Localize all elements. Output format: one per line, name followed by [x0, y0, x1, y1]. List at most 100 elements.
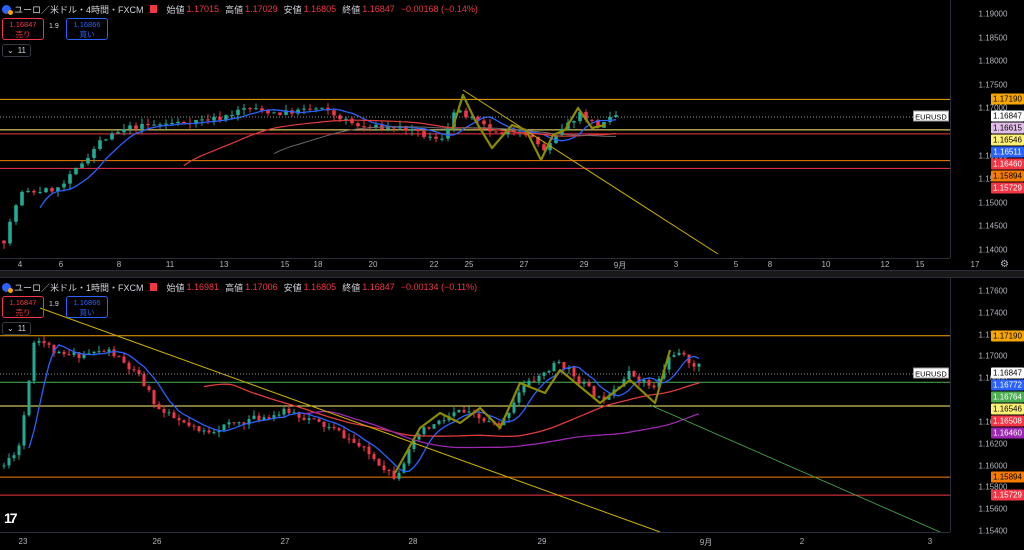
time-tick-label: 3	[673, 260, 679, 269]
time-tick-label: 2	[799, 537, 805, 546]
candle	[412, 439, 416, 449]
price-level-badge[interactable]: 1.16847	[991, 367, 1024, 379]
price-level-badge[interactable]: 1.16847	[991, 110, 1024, 122]
price-level-badge[interactable]: 1.16546	[991, 134, 1024, 146]
price-plot-4h[interactable]	[0, 0, 950, 258]
candle	[342, 430, 346, 439]
time-axis-4h[interactable]: 4 6 8 11 13 15 18 20 22 25 27 29 9月 3 5 8 10 12 15 17	[0, 258, 979, 270]
moving-average-line	[39, 108, 617, 208]
candle	[42, 340, 46, 344]
price-level-badge[interactable]: 1.15729	[991, 489, 1024, 501]
flag-icon[interactable]	[149, 283, 157, 291]
candle	[622, 379, 626, 387]
candle	[312, 418, 316, 420]
close-label: 終値	[342, 4, 361, 15]
candle	[152, 390, 156, 405]
candle	[62, 351, 66, 355]
price-tick-label: 1.15800	[978, 482, 1008, 492]
price-level-badge[interactable]: 1.17190	[991, 93, 1024, 105]
candle	[32, 342, 36, 381]
candle	[552, 363, 556, 372]
candle	[260, 108, 264, 111]
time-tick-label: 29	[579, 260, 589, 269]
candle	[392, 470, 396, 479]
candle	[192, 425, 196, 427]
candle	[92, 351, 96, 354]
flag-icon[interactable]	[149, 5, 157, 13]
price-level-badge[interactable]: 1.15729	[991, 182, 1024, 194]
settings-gear-icon[interactable]: ⚙	[1000, 259, 1009, 270]
candle	[562, 362, 566, 370]
candle	[532, 380, 536, 382]
candle	[530, 135, 534, 137]
sell-price: 1.16847	[9, 20, 37, 29]
pane-divider[interactable]	[0, 270, 1024, 278]
price-axis-4h[interactable]: 1.190001.185001.180001.175001.170001.160…	[913, 0, 1024, 258]
candle	[134, 125, 138, 129]
open-value: 1.17015	[186, 4, 220, 14]
candle	[12, 455, 16, 459]
time-tick-label: 15	[280, 260, 290, 269]
candle	[32, 190, 36, 193]
candle	[50, 188, 54, 192]
tradingview-logo-icon[interactable]: 17	[4, 510, 18, 526]
candle	[27, 380, 31, 416]
chart-pane-1h[interactable]: ユーロ／米ドル・1時間・FXCM 始値 1.16981 高値 1.17006 安値 1…	[0, 278, 1024, 550]
candle	[437, 420, 441, 425]
price-tick-label: 1.16000	[978, 461, 1008, 471]
high-label: 高値	[225, 282, 244, 293]
price-level-badge[interactable]: 1.16764	[991, 391, 1024, 403]
trend-line	[462, 89, 719, 255]
price-level-badge[interactable]: 1.15894	[991, 170, 1024, 182]
low-label: 安値	[283, 282, 302, 293]
candlestick-chart-4h[interactable]	[0, 0, 950, 258]
candlestick-chart-1h[interactable]	[0, 278, 950, 532]
moving-average-line	[273, 126, 616, 155]
candle	[637, 376, 641, 383]
price-level-badge[interactable]: 1.16460	[991, 158, 1024, 170]
candle	[272, 415, 276, 419]
candle	[440, 138, 444, 140]
candle	[547, 371, 551, 373]
price-level-badge[interactable]: 1.16546	[991, 403, 1024, 415]
candle	[457, 409, 461, 413]
candle	[296, 109, 300, 114]
price-level-badge[interactable]: 1.15894	[991, 471, 1024, 483]
price-level-badge[interactable]: 1.16460	[991, 427, 1024, 439]
price-tick-label: 1.18000	[978, 56, 1008, 66]
price-plot-1h[interactable]	[0, 278, 950, 532]
chart-pane-4h[interactable]: ユーロ／米ドル・4時間・FXCM 始値 1.17015 高値 1.17029 安値 1…	[0, 0, 1024, 270]
sell-button[interactable]: 1.16847 売り	[2, 296, 44, 318]
price-level-badge[interactable]: 1.16772	[991, 379, 1024, 391]
sell-button[interactable]: 1.16847 売り	[2, 18, 44, 40]
trend-line	[39, 307, 661, 532]
candle	[252, 415, 256, 420]
legend-title[interactable]: ユーロ／米ドル・4時間・FXCM	[14, 4, 144, 15]
buy-price: 1.16866	[73, 298, 101, 307]
candle	[647, 379, 651, 386]
candle	[287, 408, 291, 414]
candle	[170, 122, 174, 124]
price-axis-1h[interactable]: 1.176001.174001.172001.170001.168001.164…	[913, 278, 1024, 536]
price-level-badge[interactable]: 1.16508	[991, 415, 1024, 427]
chevron-down-icon: ⌄	[7, 46, 14, 55]
buy-button[interactable]: 1.16866 買い	[66, 296, 108, 318]
price-level-badge[interactable]: 1.16511	[991, 146, 1024, 158]
candle	[446, 127, 450, 139]
time-axis-1h[interactable]: 23 26 27 28 29 9月 2 3	[0, 532, 950, 550]
indicators-toggle[interactable]: ⌄ 11	[2, 322, 32, 335]
candle	[422, 131, 426, 138]
price-level-badge[interactable]: 1.16615	[991, 122, 1024, 134]
candle	[462, 409, 466, 413]
buy-button[interactable]: 1.16866 買い	[66, 18, 108, 40]
zigzag-line	[450, 93, 606, 162]
price-level-badge[interactable]: 1.17190	[991, 330, 1024, 342]
candle	[596, 120, 600, 128]
candle	[222, 424, 226, 431]
legend-title[interactable]: ユーロ／米ドル・1時間・FXCM	[14, 282, 144, 293]
price-tick-label: 1.17500	[978, 80, 1008, 90]
indicators-toggle[interactable]: ⌄ 11	[2, 44, 32, 57]
moving-average-line	[183, 119, 617, 166]
candle	[338, 115, 342, 120]
candle	[452, 112, 456, 128]
